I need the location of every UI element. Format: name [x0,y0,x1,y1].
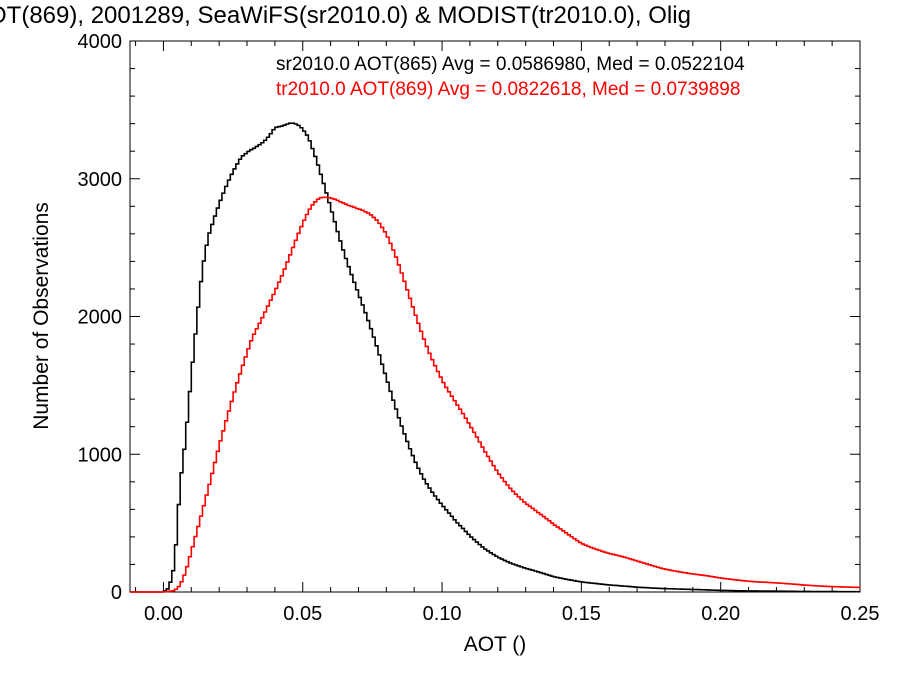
chart-title: OT(869), 2001289, SeaWiFS(sr2010.0) & MO… [0,2,691,29]
y-tick-label: 2000 [78,307,123,329]
series-line-tr2010.0 [130,196,860,593]
x-tick-label: 0.15 [562,603,601,625]
x-axis-label: AOT () [464,633,527,656]
series-line-sr2010.0 [130,122,860,593]
legend-entry-tr2010: tr2010.0 AOT(869) Avg = 0.0822618, Med =… [276,79,740,100]
x-tick-label: 0.20 [701,603,740,625]
y-tick-label: 3000 [78,169,123,191]
y-tick-label: 1000 [78,444,123,466]
legend-entry-sr2010: sr2010.0 AOT(865) Avg = 0.0586980, Med =… [276,54,745,75]
series-layer [130,122,860,593]
y-tick-label: 4000 [78,31,123,53]
y-tick-label: 0 [111,582,122,604]
axis-ticks: 0.00 0.05 0.10 0.15 0.20 0.25 0 1000 2000 3000 400… [78,31,880,625]
y-axis-label: Number of Observations [30,202,53,430]
x-tick-label: 0.00 [144,603,183,625]
x-tick-label: 0.10 [423,603,462,625]
x-tick-label: 0.25 [841,603,880,625]
x-tick-label: 0.05 [283,603,322,625]
plot-frame [129,40,861,593]
